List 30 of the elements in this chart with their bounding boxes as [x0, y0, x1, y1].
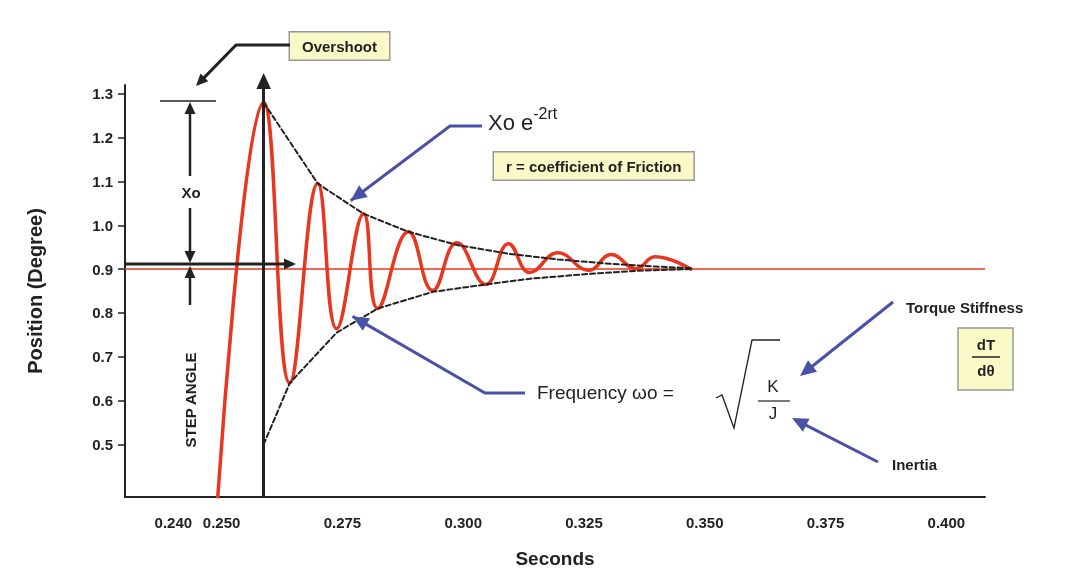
annotation: Frequency ωo = — [537, 381, 674, 403]
x-axis-title: Seconds — [515, 548, 595, 569]
annotation: r = coefficient of Friction — [506, 157, 682, 175]
y-tick-label: 1.2 — [92, 129, 113, 147]
x-tick-label: 0.350 — [686, 514, 724, 531]
annotation: K — [767, 376, 780, 396]
annotation: Xo — [181, 183, 201, 201]
y-tick-label: 1.1 — [92, 172, 113, 190]
y-tick-label: 0.8 — [92, 304, 113, 322]
x-tick-label: 0.250 — [202, 514, 241, 531]
x-tick-label: 0.400 — [927, 514, 966, 531]
annotation: J — [768, 403, 778, 423]
x-tick-label: 0.325 — [565, 514, 603, 531]
annotation: Torque Stiffness — [906, 298, 1024, 316]
annotation: Inertia — [892, 455, 938, 473]
x-tick-label: 0.375 — [806, 514, 845, 531]
x-tick-label: 0.275 — [323, 514, 362, 531]
y-tick-label: 1.0 — [92, 216, 113, 234]
x-tick-label: 0.240 — [154, 514, 193, 531]
y-axis-title: Position (Degree) — [24, 208, 46, 374]
annotation: dθ — [977, 361, 995, 379]
annotation: dT — [976, 335, 996, 353]
y-tick-label: 0.5 — [92, 435, 113, 453]
annotation: STEP ANGLE — [181, 352, 199, 448]
x-tick-label: 0.300 — [444, 514, 482, 531]
y-tick-label: 0.9 — [92, 260, 113, 278]
y-tick-label: 0.6 — [92, 392, 113, 410]
y-tick-label: 1.3 — [92, 85, 113, 103]
text: Overshoot — [302, 37, 378, 55]
y-tick-label: 0.7 — [92, 348, 113, 366]
